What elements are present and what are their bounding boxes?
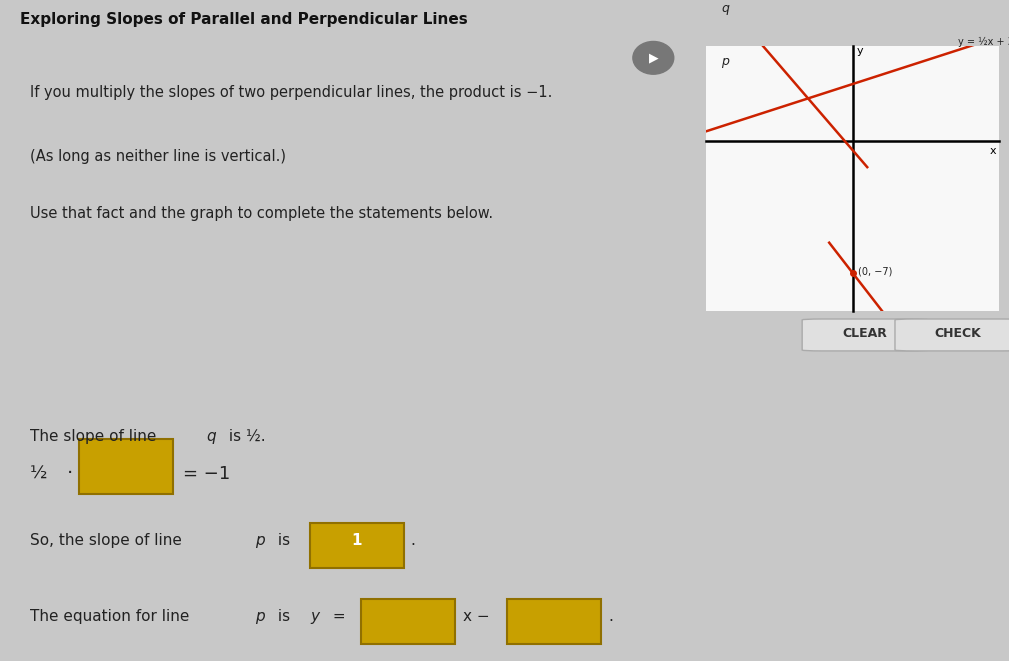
Text: is: is (273, 609, 295, 624)
Text: .: . (411, 533, 416, 548)
Text: (0, −7): (0, −7) (859, 267, 893, 277)
Text: y: y (311, 609, 320, 624)
Text: ½: ½ (30, 465, 47, 483)
Text: =: = (329, 609, 346, 624)
Text: x −: x − (463, 609, 489, 624)
Text: = −1: = −1 (183, 465, 230, 483)
Text: 1: 1 (351, 533, 361, 548)
Text: y: y (857, 46, 864, 56)
Text: p: p (255, 609, 265, 624)
FancyBboxPatch shape (802, 319, 928, 351)
Text: CHECK: CHECK (934, 327, 981, 340)
Text: .: . (608, 609, 613, 624)
Text: q: q (720, 2, 728, 15)
Text: If you multiply the slopes of two perpendicular lines, the product is −1.: If you multiply the slopes of two perpen… (30, 85, 553, 100)
Text: y = ½x + 3: y = ½x + 3 (958, 37, 1009, 48)
Text: CLEAR: CLEAR (843, 327, 887, 340)
Text: x: x (990, 146, 997, 156)
Text: p: p (255, 533, 265, 548)
FancyBboxPatch shape (361, 598, 455, 644)
Text: p: p (720, 55, 728, 68)
Text: q: q (206, 429, 216, 444)
Text: ▶: ▶ (650, 52, 659, 64)
FancyBboxPatch shape (310, 522, 404, 568)
Text: The slope of line: The slope of line (30, 429, 161, 444)
FancyBboxPatch shape (508, 598, 601, 644)
Text: The equation for line: The equation for line (30, 609, 194, 624)
Text: ·: · (67, 464, 73, 483)
Text: So, the slope of line: So, the slope of line (30, 533, 187, 548)
Circle shape (633, 42, 674, 74)
Text: is: is (273, 533, 291, 548)
Text: Exploring Slopes of Parallel and Perpendicular Lines: Exploring Slopes of Parallel and Perpend… (20, 13, 468, 27)
Text: is ½.: is ½. (224, 429, 265, 444)
Text: Use that fact and the graph to complete the statements below.: Use that fact and the graph to complete … (30, 206, 493, 221)
Text: (As long as neither line is vertical.): (As long as neither line is vertical.) (30, 149, 287, 165)
FancyBboxPatch shape (895, 319, 1009, 351)
FancyBboxPatch shape (80, 440, 174, 494)
